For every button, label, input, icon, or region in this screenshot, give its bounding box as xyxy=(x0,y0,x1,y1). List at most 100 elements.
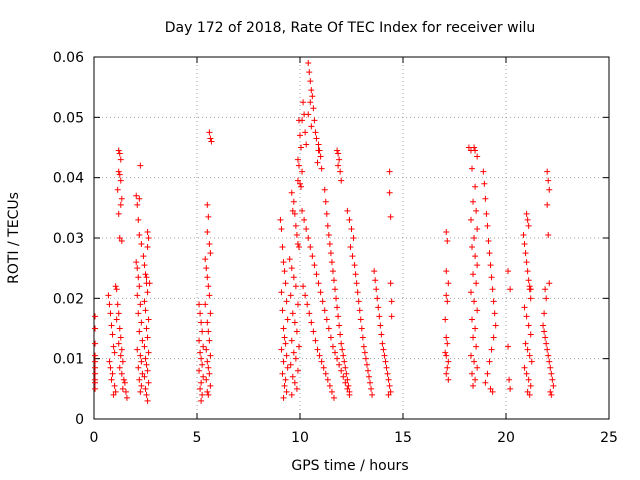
data-point xyxy=(473,343,480,350)
data-point xyxy=(283,298,290,305)
data-point xyxy=(117,201,124,208)
data-point xyxy=(204,388,211,395)
data-point xyxy=(489,388,496,395)
data-point xyxy=(280,259,287,266)
data-point xyxy=(306,69,313,76)
data-point xyxy=(323,210,330,217)
data-point xyxy=(205,391,212,398)
data-point xyxy=(308,87,315,94)
data-point xyxy=(547,364,554,371)
data-point xyxy=(541,328,548,335)
data-point xyxy=(315,147,322,154)
data-point xyxy=(118,195,125,202)
data-point xyxy=(309,93,316,100)
data-point xyxy=(199,361,206,368)
x-tick-label: 25 xyxy=(600,430,618,446)
data-point xyxy=(302,129,309,136)
data-point xyxy=(207,382,214,389)
data-point xyxy=(319,298,326,305)
data-point xyxy=(118,346,125,353)
data-point xyxy=(133,192,140,199)
data-point xyxy=(294,156,301,163)
data-point xyxy=(360,343,367,350)
data-point xyxy=(521,241,528,248)
data-point xyxy=(350,235,357,241)
data-point xyxy=(118,238,125,245)
data-point xyxy=(288,337,295,344)
data-point xyxy=(108,322,115,329)
data-point xyxy=(118,370,125,377)
data-point xyxy=(145,316,152,323)
data-point xyxy=(507,385,514,392)
data-point xyxy=(542,286,549,293)
data-point xyxy=(142,355,149,362)
data-point xyxy=(470,198,477,205)
data-point xyxy=(92,364,99,371)
data-point xyxy=(279,244,286,251)
data-point xyxy=(119,385,126,392)
data-point xyxy=(444,340,451,347)
data-point xyxy=(473,280,480,287)
data-point xyxy=(310,328,317,335)
data-point xyxy=(142,271,149,278)
data-point xyxy=(443,292,450,299)
data-point xyxy=(277,216,284,223)
data-point xyxy=(144,244,151,251)
data-point xyxy=(362,355,369,362)
data-point xyxy=(543,295,550,302)
data-point xyxy=(137,352,144,359)
data-point xyxy=(196,337,203,344)
data-point xyxy=(293,328,300,335)
data-point xyxy=(358,325,365,332)
data-point xyxy=(322,370,329,377)
data-point xyxy=(313,271,320,278)
data-point xyxy=(305,111,312,118)
data-point xyxy=(123,394,130,401)
data-point xyxy=(388,298,395,305)
data-point xyxy=(325,231,332,238)
data-point xyxy=(387,280,394,287)
data-point xyxy=(334,355,341,362)
data-point xyxy=(527,382,534,389)
data-point xyxy=(385,376,392,383)
data-point xyxy=(307,78,314,85)
data-point xyxy=(299,168,306,175)
data-point xyxy=(294,177,301,184)
data-point xyxy=(484,370,491,377)
data-point xyxy=(485,238,492,245)
data-point xyxy=(345,382,352,389)
axis-ticks: 0 5 10 15 20 25 0 0.01 0.02 0.03 0.04 0.05 0.06 xyxy=(53,50,618,446)
data-point xyxy=(505,343,512,350)
data-point xyxy=(208,138,215,145)
data-point xyxy=(344,385,351,392)
data-point xyxy=(292,222,299,229)
data-point xyxy=(545,231,552,238)
data-point xyxy=(283,388,290,395)
data-point xyxy=(137,388,144,395)
data-point xyxy=(337,331,344,338)
data-point xyxy=(526,391,533,398)
data-point xyxy=(311,117,318,124)
data-point xyxy=(484,222,491,229)
data-point xyxy=(197,385,204,392)
data-point xyxy=(196,367,203,374)
data-point xyxy=(490,298,497,305)
data-point xyxy=(304,301,311,308)
data-point xyxy=(520,231,527,238)
data-point xyxy=(145,235,152,241)
data-point xyxy=(297,180,303,187)
data-point xyxy=(116,150,123,157)
data-point xyxy=(114,301,121,308)
data-point xyxy=(133,259,140,266)
y-axis-label: ROTI / TECUs xyxy=(6,192,22,284)
data-point xyxy=(342,364,349,371)
data-point xyxy=(333,295,340,302)
data-point xyxy=(111,382,118,389)
data-point xyxy=(136,231,143,238)
data-point xyxy=(355,298,362,305)
data-point xyxy=(524,388,531,395)
data-point xyxy=(472,325,479,332)
data-point xyxy=(280,394,287,401)
data-point xyxy=(325,325,332,332)
data-point xyxy=(489,286,496,293)
